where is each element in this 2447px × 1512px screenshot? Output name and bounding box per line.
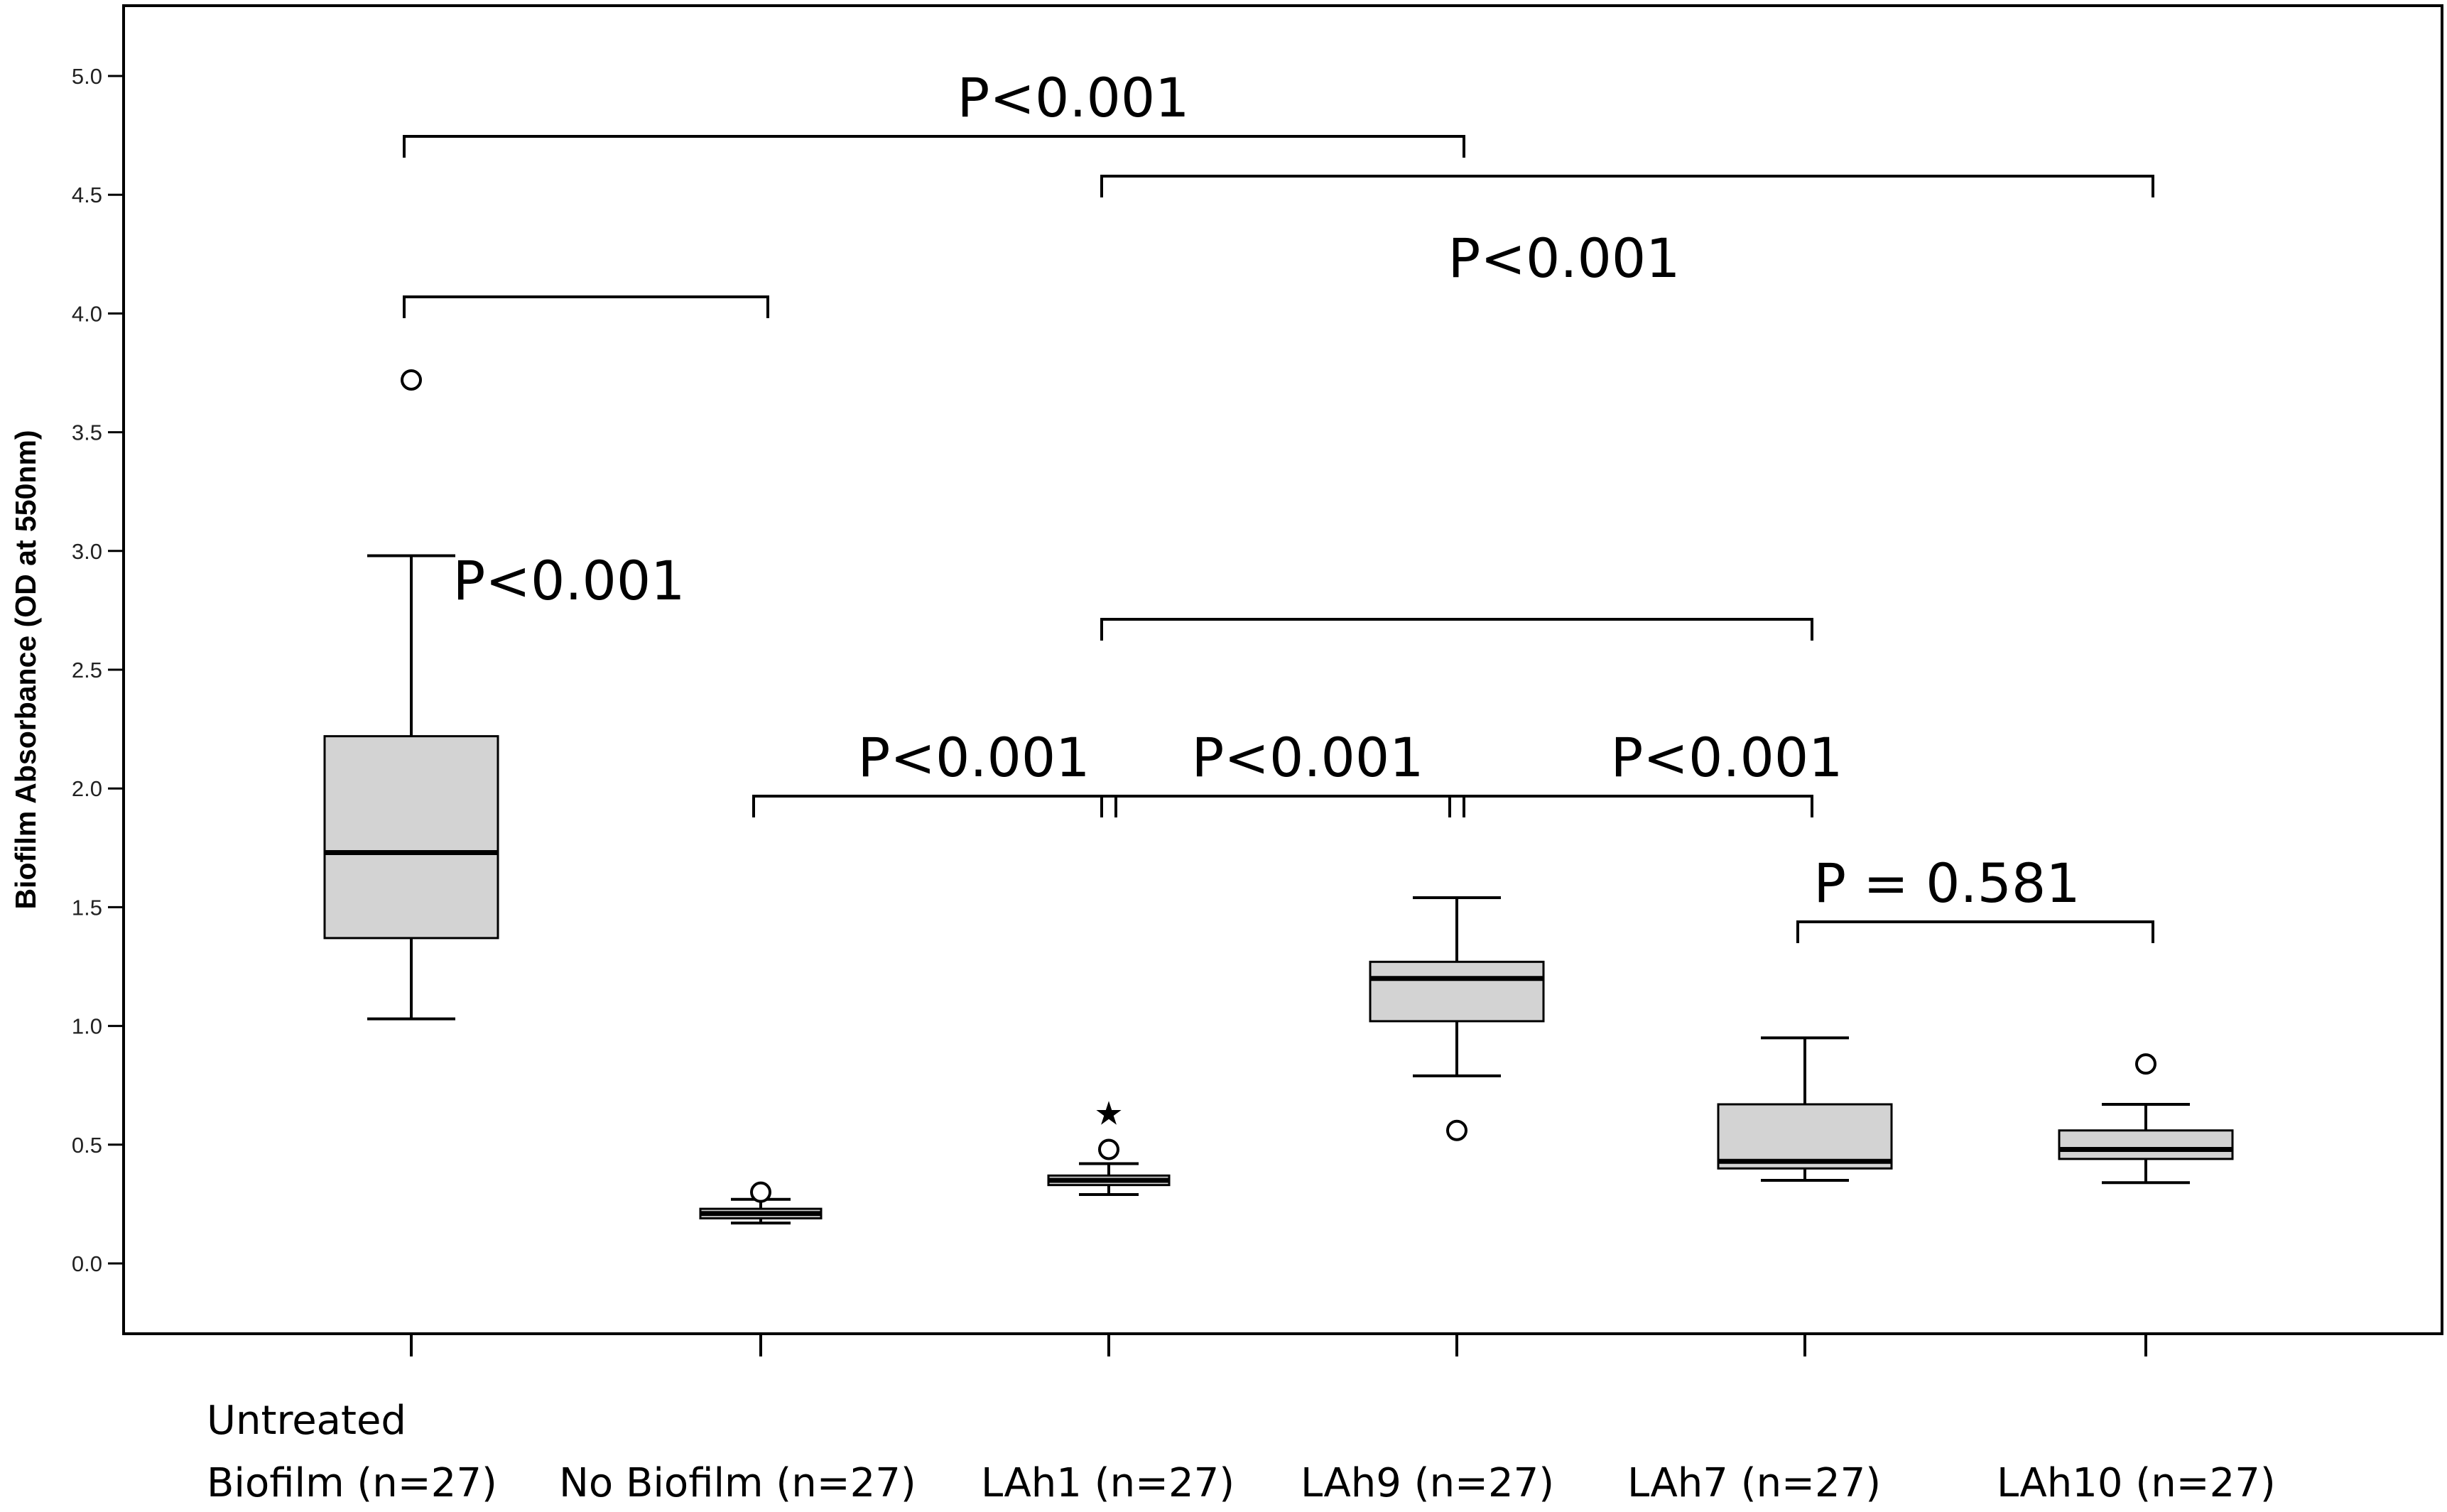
x-axis [410, 1334, 2147, 1356]
bracket-line [1448, 795, 1813, 817]
outlier-circle [750, 1181, 771, 1203]
y-tick-label: 0.5 [72, 1133, 102, 1158]
extreme-outlier-star: ★ [1094, 1094, 1123, 1133]
iqr-box [2058, 1129, 2234, 1160]
y-tick-label: 4.5 [72, 183, 102, 207]
y-tick-label: 2.5 [72, 658, 102, 682]
category-label: No Biofilm (n=27) [559, 1460, 916, 1506]
box-6 [2058, 1053, 2234, 1185]
bracket-line [752, 795, 1117, 817]
box-1 [323, 369, 499, 1021]
category-label: LAh7 (n=27) [1627, 1460, 1881, 1506]
p-value-label: P<0.001 [1448, 227, 1680, 290]
outlier-circle [2135, 1053, 2156, 1075]
category-label: LAh9 (n=27) [1301, 1460, 1554, 1506]
outlier-circle [1098, 1138, 1119, 1160]
y-tick-label: 3.0 [72, 539, 102, 564]
iqr-box [1369, 960, 1545, 1023]
comparison-bracket: P<0.001 [1448, 726, 1843, 817]
comparison-bracket: P<0.001 [452, 549, 1813, 641]
y-tick-label: 4.0 [72, 301, 102, 326]
comparison-bracket: P = 0.581 [1796, 852, 2154, 943]
p-value-label: P<0.001 [1610, 726, 1843, 789]
box-3: ★ [1047, 1094, 1171, 1197]
bracket-line [1100, 175, 2154, 197]
outlier-circle [1446, 1119, 1467, 1141]
y-axis: 0.0 0.5 1.0 1.5 2.0 2.5 3.0 3.5 4.0 4.5 5.0 [72, 64, 124, 1276]
category-labels: Untreated Biofilm (n=27) No Biofilm (n=27)… [207, 1398, 2276, 1506]
box-2 [699, 1181, 823, 1225]
box-series: ★ [323, 369, 2234, 1225]
y-tick-label: 3.5 [72, 420, 102, 445]
comparison-bracket: P<0.001 [403, 66, 1465, 158]
comparison-bracket: P<0.001 [403, 227, 1681, 318]
box-5 [1717, 1036, 1893, 1182]
p-value-label: P<0.001 [857, 726, 1090, 789]
y-tick-label: 2.0 [72, 776, 102, 801]
bracket-line [1100, 618, 1813, 641]
bracket-line [1100, 795, 1465, 817]
category-label: LAh10 (n=27) [1997, 1460, 2276, 1506]
p-value-label: P<0.001 [957, 66, 1189, 129]
bracket-line [403, 135, 1465, 158]
y-tick-label: 5.0 [72, 64, 102, 89]
category-label-line1: Untreated [207, 1398, 406, 1444]
iqr-box [323, 735, 499, 940]
comparison-bracket [1100, 175, 2154, 197]
y-tick-label: 1.0 [72, 1014, 102, 1039]
p-value-label: P<0.001 [1191, 726, 1423, 789]
comparison-bracket: P<0.001 [1100, 726, 1465, 817]
comparison-bracket: P<0.001 [752, 726, 1117, 817]
significance-brackets: P<0.001 P<0.001 P<0.001 P<0.001 P<0.001 P<0.0… [403, 66, 2154, 943]
category-label: LAh1 (n=27) [981, 1460, 1235, 1506]
y-axis-label: Biofilm Absorbance (OD at 550nm) [9, 430, 42, 909]
iqr-box [1717, 1103, 1893, 1170]
y-tick-label: 1.5 [72, 895, 102, 920]
p-value-label: P = 0.581 [1813, 852, 2080, 915]
bracket-line [1796, 920, 2154, 943]
outlier-circle [401, 369, 422, 391]
y-tick-label: 0.0 [72, 1251, 102, 1276]
box-4 [1369, 896, 1545, 1141]
p-value-label: P<0.001 [452, 549, 685, 612]
bracket-line [403, 295, 769, 318]
category-label: Biofilm (n=27) [207, 1460, 497, 1506]
